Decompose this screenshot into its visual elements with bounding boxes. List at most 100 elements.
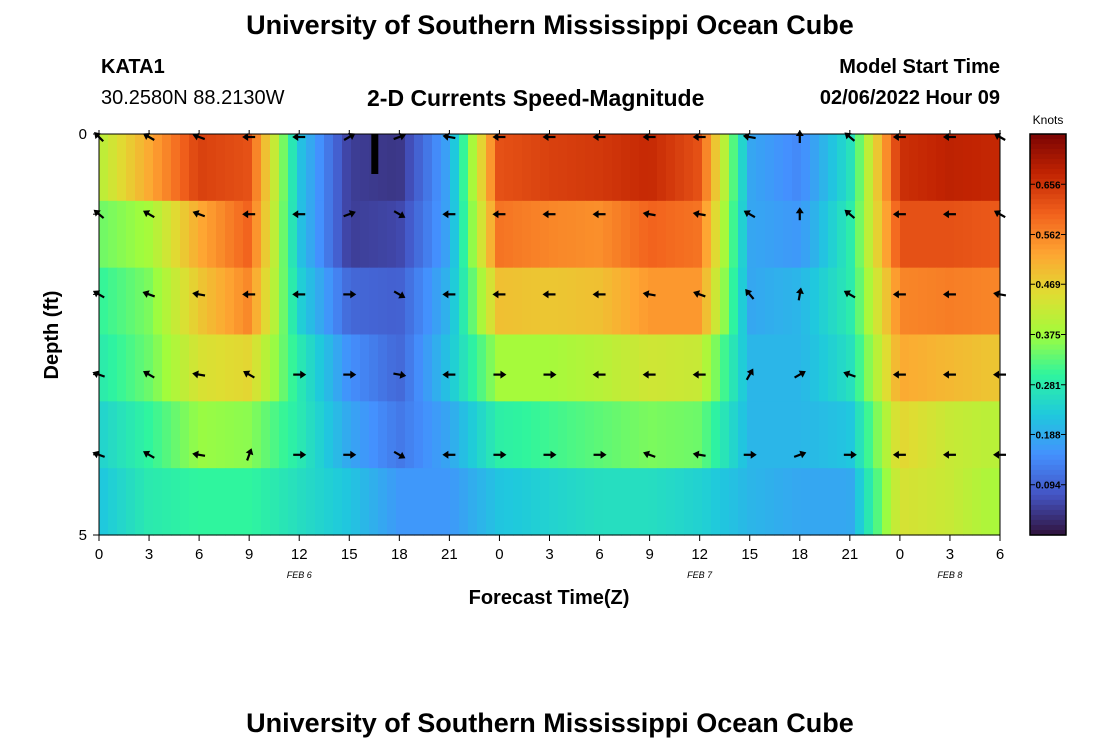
heatmap-cell <box>144 334 154 402</box>
x-tick-label: 18 <box>791 546 808 563</box>
heatmap-cell <box>954 401 964 469</box>
colorbar-segment <box>1030 274 1066 280</box>
colorbar-segment <box>1030 434 1066 441</box>
heatmap-cell <box>153 200 163 269</box>
heatmap-cell <box>261 267 271 336</box>
heatmap-cell <box>675 334 685 402</box>
heatmap-cell <box>198 200 208 269</box>
heatmap-cell <box>738 134 748 202</box>
heatmap-cell <box>540 468 550 536</box>
heatmap-cell <box>846 401 856 469</box>
heatmap-cell <box>873 468 883 536</box>
current-arrow <box>393 290 406 299</box>
heatmap-cell <box>630 267 640 336</box>
heatmap-cell <box>414 401 424 469</box>
colorbar-segment <box>1030 499 1066 506</box>
heatmap-cell <box>684 401 694 469</box>
current-arrow <box>592 210 606 219</box>
heatmap-cell <box>567 401 577 469</box>
heatmap-cell <box>873 267 883 336</box>
heatmap-cell <box>252 267 262 336</box>
heatmap-cell <box>234 468 244 536</box>
heatmap-cell <box>945 334 955 402</box>
heatmap-cell <box>378 200 388 269</box>
heatmap-cell <box>189 334 199 402</box>
heatmap-cell <box>558 334 568 402</box>
heatmap-cell <box>900 468 910 536</box>
heatmap-cell <box>486 334 496 402</box>
current-arrow <box>942 290 956 299</box>
heatmap-cell <box>819 468 829 536</box>
heatmap-cell <box>432 334 442 402</box>
heatmap-cell <box>909 401 919 469</box>
heatmap-cell <box>351 401 361 469</box>
heatmap-cell <box>891 267 901 336</box>
heatmap-cell <box>558 401 568 469</box>
heatmap-cell <box>216 200 226 269</box>
current-arrow <box>642 370 656 379</box>
heatmap-cell <box>306 468 316 536</box>
heatmap-cell <box>558 200 568 269</box>
heatmap-cell <box>369 401 379 469</box>
heatmap-cell <box>945 401 955 469</box>
heatmap-cell <box>351 200 361 269</box>
colorbar-segment <box>1030 329 1066 336</box>
heatmap-cell <box>198 468 208 536</box>
heatmap-cell <box>729 267 739 336</box>
station-coordinates: 30.2580N 88.2130W <box>101 87 285 109</box>
heatmap-cell <box>621 468 631 536</box>
heatmap-cell <box>819 134 829 202</box>
heatmap-cell <box>306 401 316 469</box>
heatmap-cell <box>720 401 730 469</box>
colorbar-segment <box>1030 259 1066 265</box>
x-tick-label: 21 <box>841 546 858 563</box>
current-arrow <box>343 370 357 379</box>
heatmap-cell <box>819 334 829 402</box>
heatmap-cell <box>576 468 586 536</box>
heatmap-cell <box>783 401 793 469</box>
heatmap-cell <box>828 468 838 536</box>
colorbar-tick-label: 0.656 <box>1035 180 1060 191</box>
heatmap-cell <box>612 134 622 202</box>
heatmap-cell <box>297 334 307 402</box>
heatmap-cell <box>855 334 865 402</box>
heatmap-cell <box>729 468 739 536</box>
heatmap-cell <box>747 401 757 469</box>
heatmap-cell <box>846 468 856 536</box>
heatmap-cell <box>225 334 235 402</box>
heatmap-cell <box>495 401 505 469</box>
heatmap-cell <box>477 200 487 269</box>
y-axis: 05 <box>79 126 99 544</box>
heatmap-cell <box>855 401 865 469</box>
colorbar-segment <box>1030 159 1066 165</box>
heatmap-cell <box>513 200 523 269</box>
heatmap-cell <box>216 267 226 336</box>
heatmap-cell <box>576 200 586 269</box>
heatmap-cell <box>693 200 703 269</box>
current-vectors <box>92 130 1007 461</box>
heatmap-cell <box>567 334 577 402</box>
colorbar-segment <box>1030 294 1066 301</box>
heatmap-cell <box>486 267 496 336</box>
heatmap-cell <box>189 267 199 336</box>
heatmap-cell <box>540 334 550 402</box>
heatmap-cell <box>288 401 298 469</box>
current-arrow <box>745 289 755 300</box>
heatmap-cell <box>720 334 730 402</box>
colorbar-segment <box>1030 234 1066 240</box>
heatmap-cell <box>441 468 451 536</box>
colorbar-segment <box>1030 229 1066 235</box>
heatmap-cell <box>405 468 415 536</box>
colorbar-segment <box>1030 479 1066 486</box>
heatmap-cell <box>504 401 514 469</box>
heatmap-cell <box>657 267 667 336</box>
x-tick-label: 0 <box>896 546 904 563</box>
heatmap-cell <box>918 401 928 469</box>
heatmap-cell <box>144 134 154 202</box>
heatmap-cell <box>747 267 757 336</box>
heatmap-cell <box>963 334 973 402</box>
current-arrow <box>493 450 507 459</box>
heatmap-cell <box>459 334 469 402</box>
heatmap-cell <box>189 200 199 269</box>
heatmap-cell <box>99 267 109 336</box>
